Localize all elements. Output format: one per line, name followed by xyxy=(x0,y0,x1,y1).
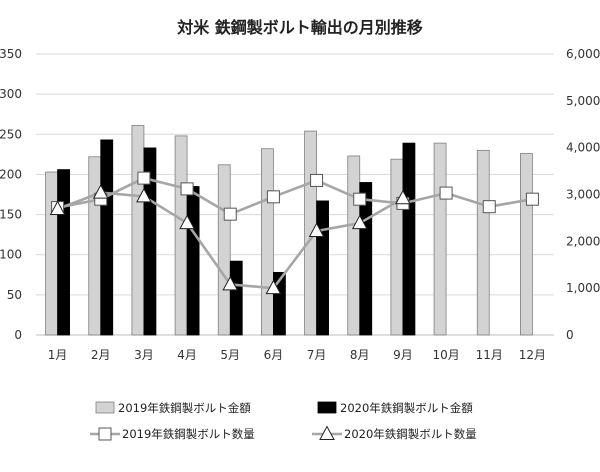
bar xyxy=(186,186,200,336)
bar xyxy=(390,158,404,336)
point-marker-square xyxy=(310,173,324,187)
bar xyxy=(520,153,533,336)
x-tick-label: 12月 xyxy=(519,348,546,362)
x-tick-label: 1月 xyxy=(48,348,68,362)
legend-label: 2019年鉄鋼製ボルト数量 xyxy=(122,427,255,441)
right-axis-ticks: 0 1,000 2,000 3,000 4,000 5,000 6,000 xyxy=(566,47,600,342)
x-tick-label: 10月 xyxy=(432,348,459,362)
right-tick-label: 2,000 xyxy=(566,234,600,248)
legend-marker-square xyxy=(98,427,112,441)
point-marker-triangle xyxy=(265,279,282,295)
bar xyxy=(433,142,447,336)
left-tick-label: 200 xyxy=(0,167,22,181)
left-tick-label: 100 xyxy=(0,248,22,262)
point-marker-square xyxy=(525,192,539,206)
left-axis-ticks: 0 50 100 150 200 250 300 350 xyxy=(0,47,22,342)
chart-title: 対米 鉄鋼製ボルト輸出の月別推移 xyxy=(176,18,423,37)
x-tick-label: 11月 xyxy=(476,348,503,362)
x-tick-label: 3月 xyxy=(134,348,154,362)
legend-swatch xyxy=(95,401,115,414)
legend-label: 2020年鉄鋼製ボルト金額 xyxy=(340,401,473,415)
point-marker-triangle xyxy=(395,189,411,205)
bar xyxy=(45,171,58,336)
bar xyxy=(402,142,416,336)
bar xyxy=(57,169,70,336)
legend-swatch xyxy=(317,401,337,414)
x-tick-label: 8月 xyxy=(350,348,370,362)
legend-marker-triangle xyxy=(319,425,335,440)
point-marker-square xyxy=(137,171,151,185)
point-marker-triangle xyxy=(308,222,325,238)
left-tick-label: 300 xyxy=(0,87,22,101)
point-marker-triangle xyxy=(136,187,152,203)
x-tick-label: 4月 xyxy=(177,348,197,362)
bar xyxy=(261,148,274,336)
bar-series xyxy=(45,125,533,336)
bar xyxy=(316,200,329,336)
legend-label: 2020年鉄鋼製ボルト数量 xyxy=(344,427,477,441)
point-marker-triangle xyxy=(92,184,109,199)
x-tick-label: 6月 xyxy=(264,348,284,362)
bar xyxy=(347,155,361,336)
left-tick-label: 0 xyxy=(14,328,22,342)
point-marker-square xyxy=(223,207,237,221)
x-axis-ticks: 1月 2月 3月 4月 5月 6月 7月 8月 9月 10月 11月 12月 xyxy=(48,348,546,362)
point-marker-triangle xyxy=(49,200,66,216)
series-line xyxy=(57,176,533,216)
left-tick-label: 150 xyxy=(0,208,22,222)
bar xyxy=(131,125,145,336)
bar xyxy=(476,149,490,336)
left-tick-label: 350 xyxy=(0,47,22,61)
legend: 2019年鉄鋼製ボルト金額 2020年鉄鋼製ボルト金額 2019年鉄鋼製ボルト数量 2… xyxy=(90,401,477,441)
point-marker-square xyxy=(439,186,453,200)
x-tick-label: 2月 xyxy=(91,348,111,362)
bar xyxy=(100,139,114,336)
legend-label: 2019年鉄鋼製ボルト金額 xyxy=(118,401,251,415)
left-tick-label: 50 xyxy=(7,288,22,302)
line-series xyxy=(49,171,539,295)
right-tick-label: 3,000 xyxy=(566,188,600,202)
point-marker-square xyxy=(266,190,280,204)
point-marker-triangle xyxy=(222,275,239,291)
right-tick-label: 1,000 xyxy=(566,281,600,295)
point-marker-square xyxy=(482,200,496,214)
bar xyxy=(88,156,102,336)
left-tick-label: 250 xyxy=(0,127,22,141)
gridlines xyxy=(36,53,554,336)
x-tick-label: 9月 xyxy=(393,348,413,362)
point-marker-triangle xyxy=(351,214,368,230)
right-tick-label: 6,000 xyxy=(566,47,600,61)
x-tick-label: 7月 xyxy=(307,348,327,362)
right-tick-label: 0 xyxy=(566,328,574,342)
point-marker-triangle xyxy=(179,214,195,230)
bar xyxy=(174,135,188,336)
bar xyxy=(229,260,243,336)
x-tick-label: 5月 xyxy=(220,348,240,362)
right-tick-label: 5,000 xyxy=(566,94,600,108)
point-marker-square xyxy=(180,182,194,196)
bar xyxy=(217,164,231,336)
point-marker-square xyxy=(353,192,367,206)
right-tick-label: 4,000 xyxy=(566,141,600,155)
